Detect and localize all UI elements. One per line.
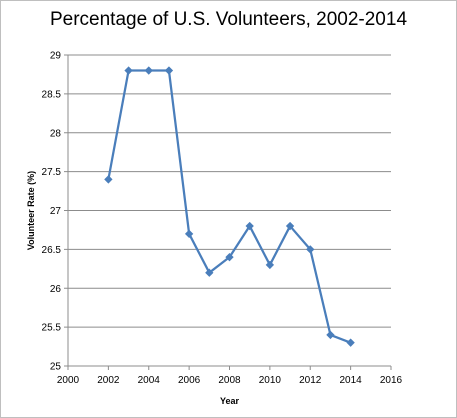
data-point (104, 175, 113, 184)
chart-title: Percentage of U.S. Volunteers, 2002-2014 (49, 9, 408, 30)
x-tick-label: 2010 (259, 375, 282, 386)
y-tick-label: 27 (50, 206, 62, 217)
data-point (346, 338, 355, 347)
data-point (225, 252, 234, 262)
data-point (184, 229, 194, 238)
x-tick-label: 2016 (380, 375, 403, 386)
x-tick-label: 2008 (218, 375, 241, 386)
data-point (306, 245, 315, 254)
y-tick-label: 26 (50, 284, 62, 295)
y-tick-label: 28 (50, 128, 62, 139)
series-line (107, 69, 352, 344)
x-tick-labels: 2000 2002 2004 2006 2008 2010 2012 2014 2016 (57, 366, 403, 386)
data-point (326, 330, 335, 340)
series-volunteer-rate (104, 66, 355, 347)
y-tick-label: 29 (50, 51, 62, 62)
data-point (265, 260, 275, 270)
data-point (245, 221, 254, 231)
x-tick-label: 2000 (57, 375, 80, 386)
data-point (164, 66, 174, 75)
data-point (205, 268, 214, 277)
y-axis-title: Volunteer Rate (%) (26, 171, 36, 250)
x-axis-title: Year (220, 396, 240, 406)
x-tick-label: 2002 (97, 375, 120, 386)
data-point (124, 66, 133, 75)
x-tick-label: 2014 (340, 375, 363, 386)
data-point (285, 221, 295, 231)
x-tick-label: 2012 (299, 375, 322, 386)
x-tick-label: 2004 (138, 375, 161, 386)
x-tick-label: 2006 (178, 375, 201, 386)
data-point (144, 66, 153, 75)
y-tick-label: 25.5 (42, 323, 62, 334)
y-tick-label: 26.5 (42, 245, 62, 256)
gridlines (68, 54, 391, 328)
y-tick-labels: 25 25.5 26 26.5 27 27.5 28 28.5 29 (42, 51, 68, 373)
y-tick-label: 27.5 (42, 167, 62, 178)
y-tick-label: 25 (50, 362, 62, 373)
y-tick-label: 28.5 (42, 89, 62, 100)
